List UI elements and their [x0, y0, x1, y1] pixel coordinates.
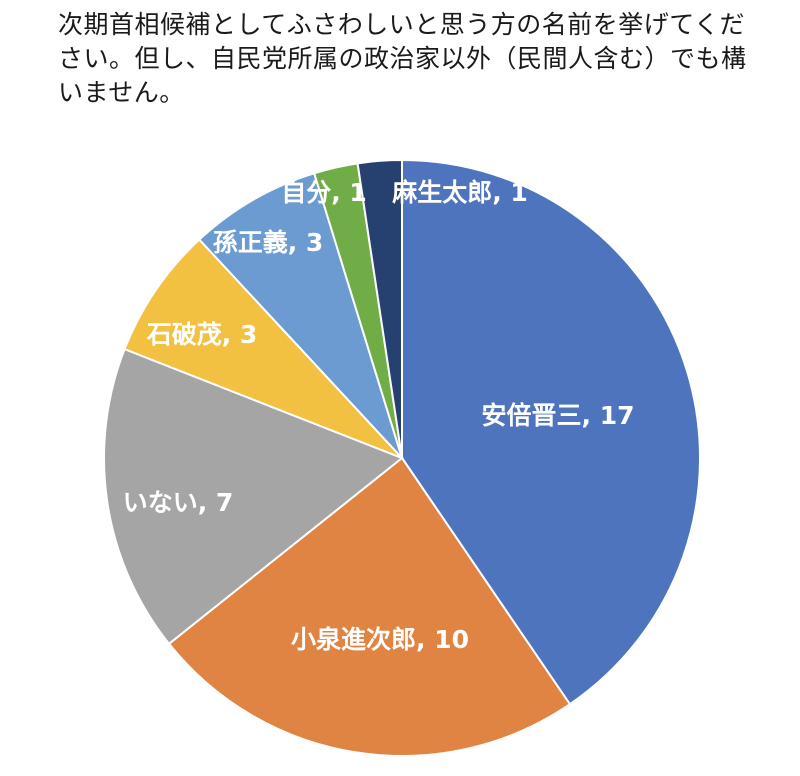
slice-koizumi	[167, 456, 572, 757]
chart-title: 次期首相候補としてふさわしいと思う方の名前を挙げてください。但し、自民党所属の政…	[58, 10, 747, 107]
slice-aso-label: 麻生太郎, 1	[391, 178, 528, 207]
slice-inai	[103, 347, 404, 646]
slice-inai-label: いない, 7	[123, 488, 234, 517]
pie-labels: 安倍晋三, 17 小泉進次郎, 10 いない, 7 石破茂, 3 孫正義, 3 自分, 1…	[123, 178, 635, 654]
pie-slices	[103, 158, 701, 757]
slice-abe-label: 安倍晋三, 17	[482, 401, 635, 430]
slice-ishiba-label: 石破茂, 3	[146, 320, 258, 349]
slice-ishiba	[123, 238, 403, 459]
slice-abe	[401, 158, 701, 706]
slice-son	[197, 171, 403, 459]
slice-son-label: 孫正義, 3	[213, 228, 324, 257]
slice-koizumi-label: 小泉進次郎, 10	[291, 625, 469, 654]
slice-aso	[356, 158, 403, 459]
slice-jibun-label: 自分, 1	[281, 178, 367, 207]
